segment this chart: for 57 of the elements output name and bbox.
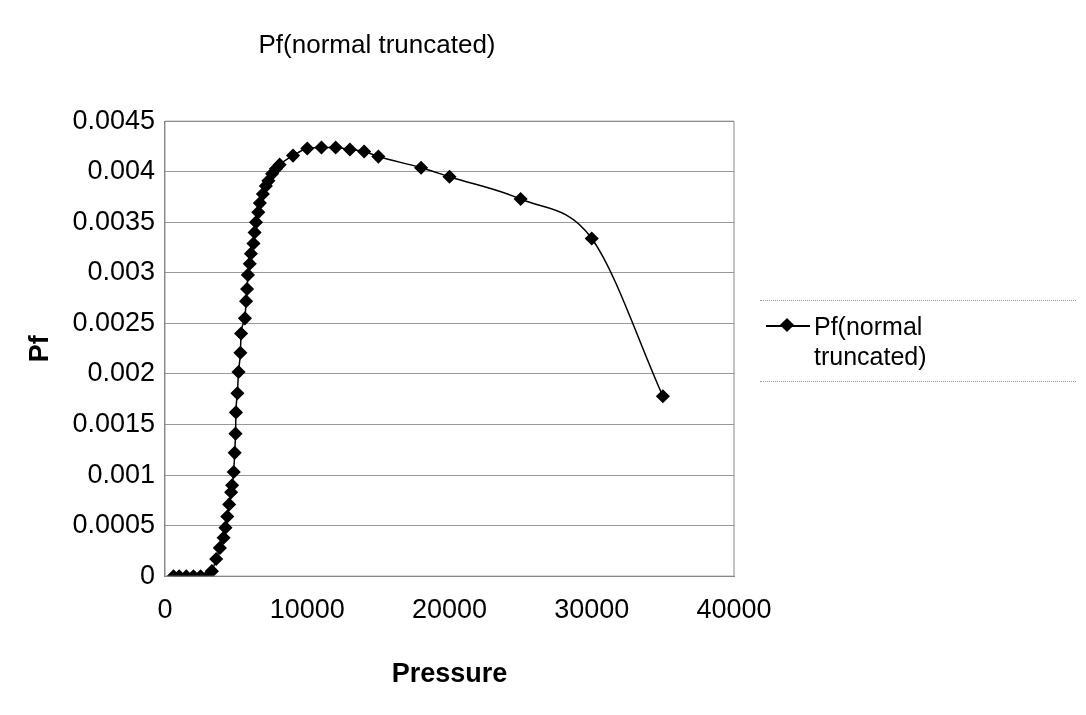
point [240,282,254,296]
point [249,215,263,230]
point [228,426,243,441]
point [286,148,300,163]
y-tick-label: 0.004 [87,155,155,186]
y-axis-title: Pf [23,334,54,363]
point [300,141,314,156]
point [230,386,245,400]
point [229,405,243,420]
point [585,231,599,246]
point [656,389,670,403]
x-tick-label: 40000 [696,593,772,624]
point [241,268,255,282]
point [220,509,235,524]
point [513,192,528,206]
point [371,149,386,164]
point [272,157,287,172]
point [239,294,253,308]
point [243,257,257,271]
point [205,564,219,577]
point [218,520,233,535]
y-tick-label: 0.003 [87,256,155,287]
point [233,345,248,360]
point [216,531,231,545]
point [222,497,236,512]
point [209,552,223,566]
point [244,246,258,261]
point [247,225,262,240]
y-tick-label: 0.0045 [72,104,155,135]
point [343,142,357,157]
y-tick-label: 0.0015 [72,407,155,438]
point [231,365,246,379]
point [213,541,227,555]
point [314,140,329,155]
point [253,196,267,210]
point [328,140,343,155]
point [414,160,428,175]
x-axis-title: Pressure [391,658,508,689]
y-tick-label: 0.002 [87,357,155,388]
x-tick-label: 30000 [554,593,630,624]
y-tick-label: 0.001 [87,458,155,489]
y-tick-label: 0.0005 [72,509,155,540]
legend-label: Pf(normal truncated) [814,311,928,371]
point [246,236,261,251]
y-tick-label: 0.0035 [72,205,155,236]
x-tick-label: 20000 [411,593,488,624]
y-tick-label: 0.0025 [72,306,155,337]
point [357,144,371,159]
point [442,170,457,184]
point [238,311,252,326]
point [234,326,248,341]
x-tick-label: 10000 [269,593,345,624]
point [226,465,241,479]
y-tick-label: 0 [139,559,155,590]
point [225,478,239,492]
chart-title: Pf(normal truncated) [258,28,496,59]
point [227,446,242,460]
